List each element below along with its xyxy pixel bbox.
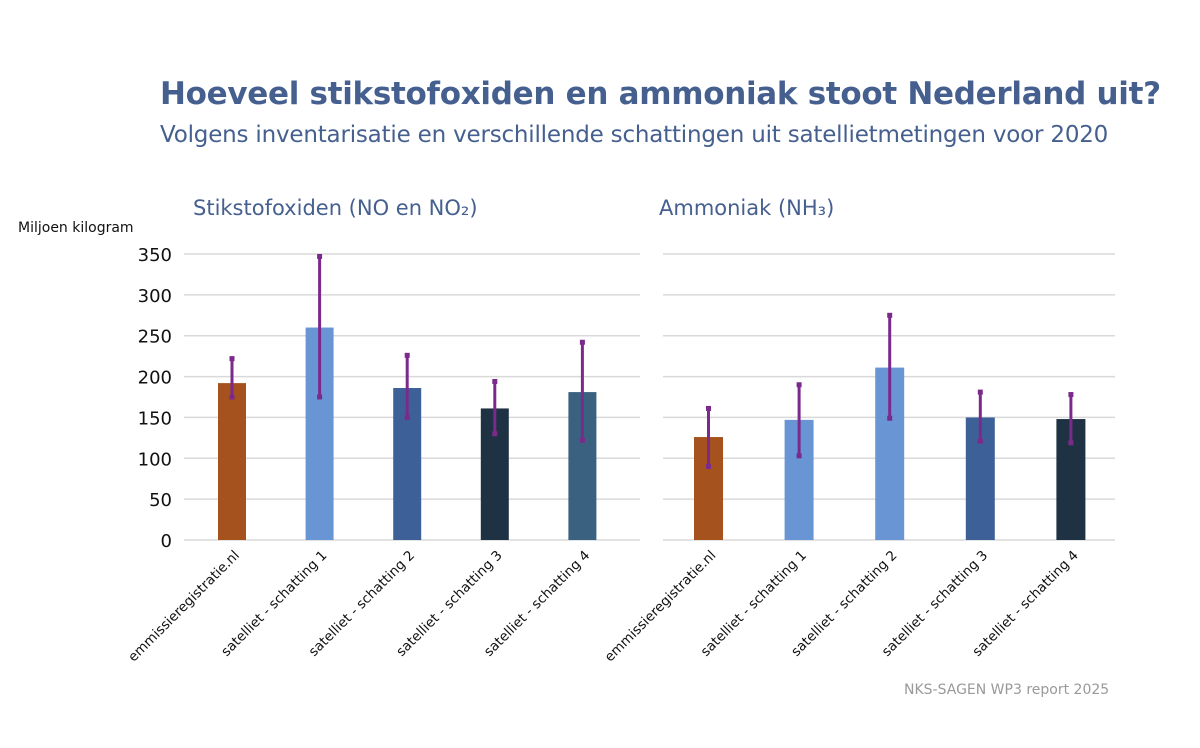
error-cap-low [977,438,983,444]
chart-title: Hoeveel stikstofoxiden en ammoniak stoot… [160,76,1161,112]
error-cap-high [977,389,983,395]
y-tick-label: 250 [138,327,172,348]
error-cap-high [492,378,498,384]
error-cap-low [492,431,498,437]
error-cap-low [229,394,235,400]
error-cap-high [579,339,585,345]
error-cap-high [1068,392,1074,398]
y-tick-label: 50 [149,490,172,511]
y-tick-label: 300 [138,286,172,307]
error-cap-high [706,405,711,411]
error-cap-low [706,463,711,469]
source-note: NKS-SAGEN WP3 report 2025 [904,682,1110,698]
y-tick-label: 150 [138,408,172,429]
x-tick-label: satelliet - schatting 4 [969,548,1081,660]
y-axis-label: Miljoen kilogram [18,220,134,236]
error-cap-high [887,312,893,318]
panel-title-nh3: Ammoniak (NH₃) [659,196,835,220]
error-cap-low [404,414,410,420]
error-cap-low [887,415,893,421]
bar [218,383,246,540]
error-cap-low [579,437,585,443]
error-cap-high [796,382,802,388]
chart-subtitle: Volgens inventarisatie en verschillende … [160,122,1109,148]
y-tick-label: 200 [138,368,172,389]
error-cap-high [317,253,323,259]
y-tick-label: 100 [138,449,172,470]
panel-title-nox: Stikstofoxiden (NO en NO₂) [193,196,478,220]
y-tick-label: 350 [138,245,172,266]
error-cap-high [229,356,235,362]
error-cap-low [317,394,323,400]
error-cap-high [404,352,410,358]
y-tick-label: 0 [161,531,172,552]
error-cap-low [796,453,802,459]
error-cap-low [1068,440,1074,446]
